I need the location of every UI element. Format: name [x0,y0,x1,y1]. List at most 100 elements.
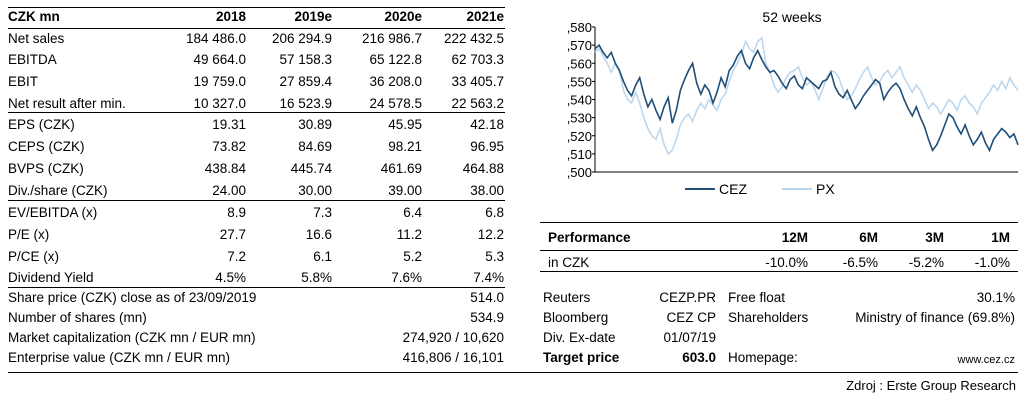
info-key: Target price [543,350,620,365]
y-tick-label: ,550 [567,74,592,89]
share-info-label: Number of shares (mn) [8,310,147,325]
table-row: EBIT 19 759.0 27 859.4 36 208.0 33 405.7 [8,71,504,93]
performance-row: in CZK -10.0% -6.5% -5.2% -1.0% [548,253,1016,271]
cell-value: 42.18 [470,117,504,132]
table-row: Dividend Yield 4.5% 5.8% 7.6% 7.4% [8,267,504,289]
info-value-2: 30.1% [976,290,1015,305]
y-tick-label: ,500 [567,165,592,180]
table-row: Net sales 184 486.0 206 294.9 216 986.7 222 … [8,28,504,50]
performance-col-6m: 6M [859,230,878,245]
share-info-label: Share price (CZK) close as of 23/09/2019 [8,290,257,305]
cell-value: 73.82 [212,139,246,154]
source-note: Zdroj : Erste Group Research [846,378,1016,393]
row-label: BVPS (CZK) [8,161,84,176]
performance-col-12m: 12M [781,230,808,245]
cell-value: 16 523.9 [279,96,332,111]
performance-val-12m: -10.0% [765,255,808,270]
cell-value: 49 664.0 [193,52,246,67]
cell-value: 7.4% [473,270,504,285]
performance-val-6m: -6.5% [842,255,878,270]
table-header-row: CZK mn 2018 2019e 2020e 2021e [8,6,504,28]
cell-value: 8.9 [227,205,246,220]
share-info-label: Market capitalization (CZK mn / EUR mn) [8,330,256,345]
legend-label: CEZ [719,181,747,197]
share-info-value: 274,920 / 10,620 [402,330,504,345]
performance-mid-rule [540,250,1018,251]
info-value: CEZP.PR [659,290,716,305]
cell-value: 5.8% [301,270,332,285]
cell-value: 438.84 [204,161,246,176]
cell-value: 45.95 [388,117,422,132]
cell-value: 27.7 [219,227,246,242]
row-label: P/E (x) [8,227,50,242]
table-row: P/E (x) 27.7 16.6 11.2 12.2 [8,224,504,246]
cell-value: 57 158.3 [279,52,332,67]
info-key-2: Free float [728,290,786,305]
table-row: P/CE (x) 7.2 6.1 5.2 5.3 [8,246,504,268]
table-row: EBITDA 49 664.0 57 158.3 65 122.8 62 703.3 [8,49,504,71]
performance-col-1m: 1M [991,230,1010,245]
cell-value: 6.4 [403,205,422,220]
cell-value: 7.3 [313,205,332,220]
performance-bottom-rule [540,271,1018,272]
cell-value: 5.3 [485,249,504,264]
y-tick-label: ,520 [567,129,592,144]
performance-top-rule [540,222,1018,223]
legend-label: PX [816,181,835,197]
y-tick-label: ,530 [567,111,592,126]
cell-value: 27 859.4 [279,74,332,89]
cell-value: 65 122.8 [369,52,422,67]
cell-value: 16.6 [305,227,332,242]
cell-value: 7.6% [391,270,422,285]
table-header-rule [8,28,505,29]
performance-header: Performance 12M 6M 3M 1M [548,228,1016,248]
cell-value: 19 759.0 [193,74,246,89]
table-row: EPS (CZK) 19.31 30.89 45.95 42.18 [8,114,504,136]
cell-value: 62 703.3 [451,52,504,67]
share-info-label: Enterprise value (CZK mn / EUR mn) [8,350,231,365]
info-value: 01/07/19 [663,330,716,345]
row-label: P/CE (x) [8,249,60,264]
cell-value: 2018 [215,9,246,24]
cell-value: 33 405.7 [451,74,504,89]
row-label: Net sales [8,31,65,46]
series-line-px [594,36,1019,156]
row-label: EBIT [8,74,39,89]
cell-value: 2019e [294,9,332,24]
table-bottom-rule [8,372,1018,373]
cell-value: 12.2 [477,227,504,242]
row-label: Dividend Yield [8,270,94,285]
info-value: 603.0 [682,350,716,365]
table-top-rule [8,7,505,8]
cell-value: 30.89 [298,117,332,132]
y-tick-label: ,570 [567,38,592,53]
table-row: Net result after min. 10 327.0 16 523.9 24 … [8,93,504,115]
table-group-rule-1 [8,112,505,113]
row-label: CZK mn [8,9,60,24]
row-label: Div./share (CZK) [8,183,108,198]
performance-col-3m: 3M [925,230,944,245]
row-label: EV/EBITDA (x) [8,205,98,220]
share-info-value: 534.9 [470,310,504,325]
cell-value: 445.74 [290,161,332,176]
series-line-cez [594,43,1019,153]
table-group-rule-3 [8,287,505,288]
table-row: Div./share (CZK) 24.00 30.00 39.00 38.00 [8,180,504,202]
info-value-2[interactable]: www.cez.cz [957,354,1015,366]
y-tick-label: ,580 [567,20,592,35]
y-tick-label: ,560 [567,56,592,71]
performance-row-label: in CZK [548,255,590,270]
cell-value: 4.5% [215,270,246,285]
cell-value: 216 986.7 [361,31,422,46]
table-row: CEPS (CZK) 73.82 84.69 98.21 96.95 [8,136,504,158]
cell-value: 84.69 [298,139,332,154]
info-value-2: Ministry of finance (69.8%) [855,310,1015,325]
row-label: EBITDA [8,52,57,67]
performance-val-1m: -1.0% [974,255,1010,270]
cell-value: 24 578.5 [369,96,422,111]
share-info-value: 416,806 / 16,101 [402,350,504,365]
price-chart: 52 weeks ,500 ,510 ,520 ,530 ,540 ,550 ,560 ,57… [567,9,1019,197]
cell-value: 39.00 [388,183,422,198]
performance-title: Performance [548,230,631,245]
cell-value: 98.21 [388,139,422,154]
